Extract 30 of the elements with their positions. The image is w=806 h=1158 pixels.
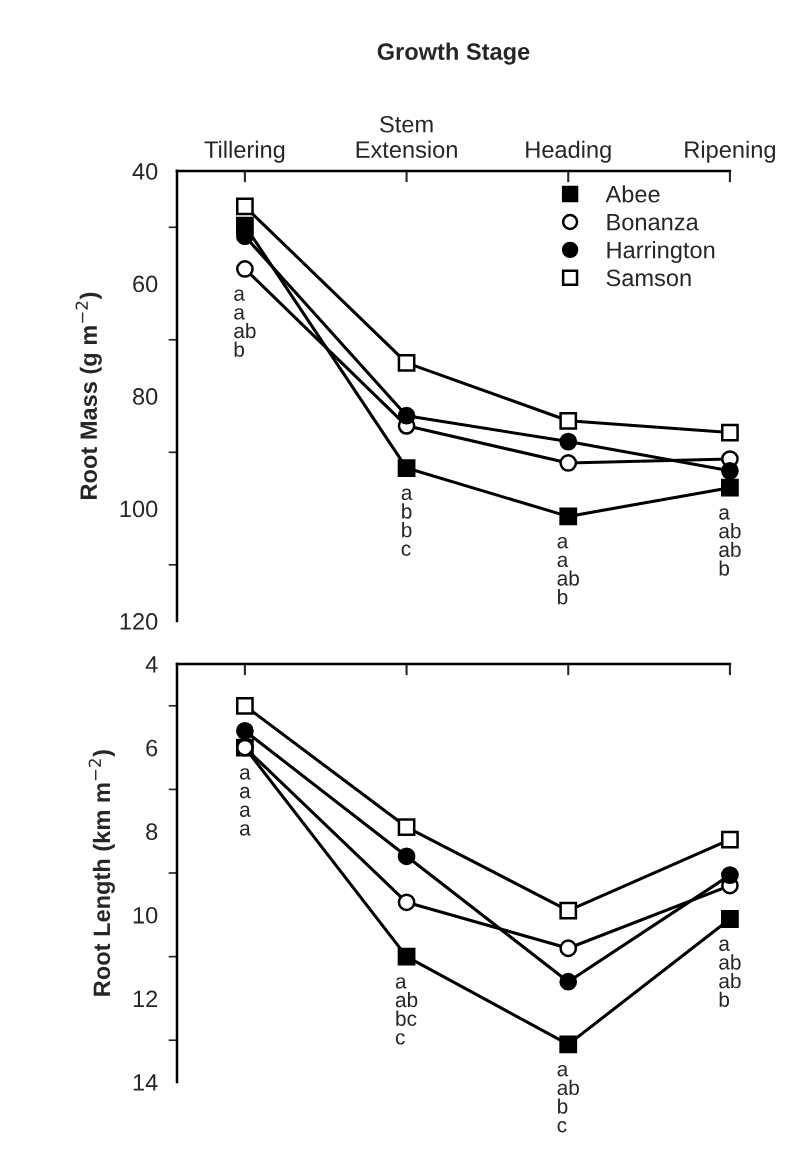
annotation: a ab ab b xyxy=(719,508,741,576)
legend-label: Bonanza xyxy=(607,213,699,231)
y-tick-label: 8 xyxy=(146,823,158,840)
y-tick-label: 6 xyxy=(146,739,158,757)
y-axis-title: Root Length (km m$^{−2}$) xyxy=(88,750,115,996)
annotation: a a a a xyxy=(239,768,251,836)
y-tick-label: 10 xyxy=(133,906,158,924)
annotation: a ab bc c xyxy=(395,977,418,1045)
annotation: a b b c xyxy=(401,488,413,556)
y-tick-label: 80 xyxy=(133,388,158,405)
x-tick-label: Ripening xyxy=(685,140,775,163)
y-tick-label: 40 xyxy=(132,163,158,180)
y-tick-label: 100 xyxy=(120,500,158,518)
x-tick-label: Heading xyxy=(526,140,611,163)
y-tick-label: 120 xyxy=(120,613,158,630)
annotation: a ab ab b xyxy=(719,939,741,1007)
annotation: a ab b c xyxy=(557,1064,579,1133)
y-tick-label: 12 xyxy=(133,990,158,1007)
legend-label: Abee xyxy=(605,185,660,203)
annotation: a a ab b xyxy=(234,289,256,357)
legend-label: Harrington xyxy=(607,241,715,264)
y-tick-label: 14 xyxy=(133,1074,158,1091)
annotation: a a ab b xyxy=(557,536,579,605)
y-axis-title: Root Mass (g m$^{−2}$) xyxy=(75,292,102,499)
legend-label: Samson xyxy=(606,269,691,287)
y-tick-label: 60 xyxy=(133,275,158,293)
x-tick-label: Tillering xyxy=(204,140,285,163)
x-tick-label: Stem Extension xyxy=(356,115,457,159)
x-axis-title: Growth Stage xyxy=(377,42,530,65)
y-tick-label: 4 xyxy=(145,656,158,673)
